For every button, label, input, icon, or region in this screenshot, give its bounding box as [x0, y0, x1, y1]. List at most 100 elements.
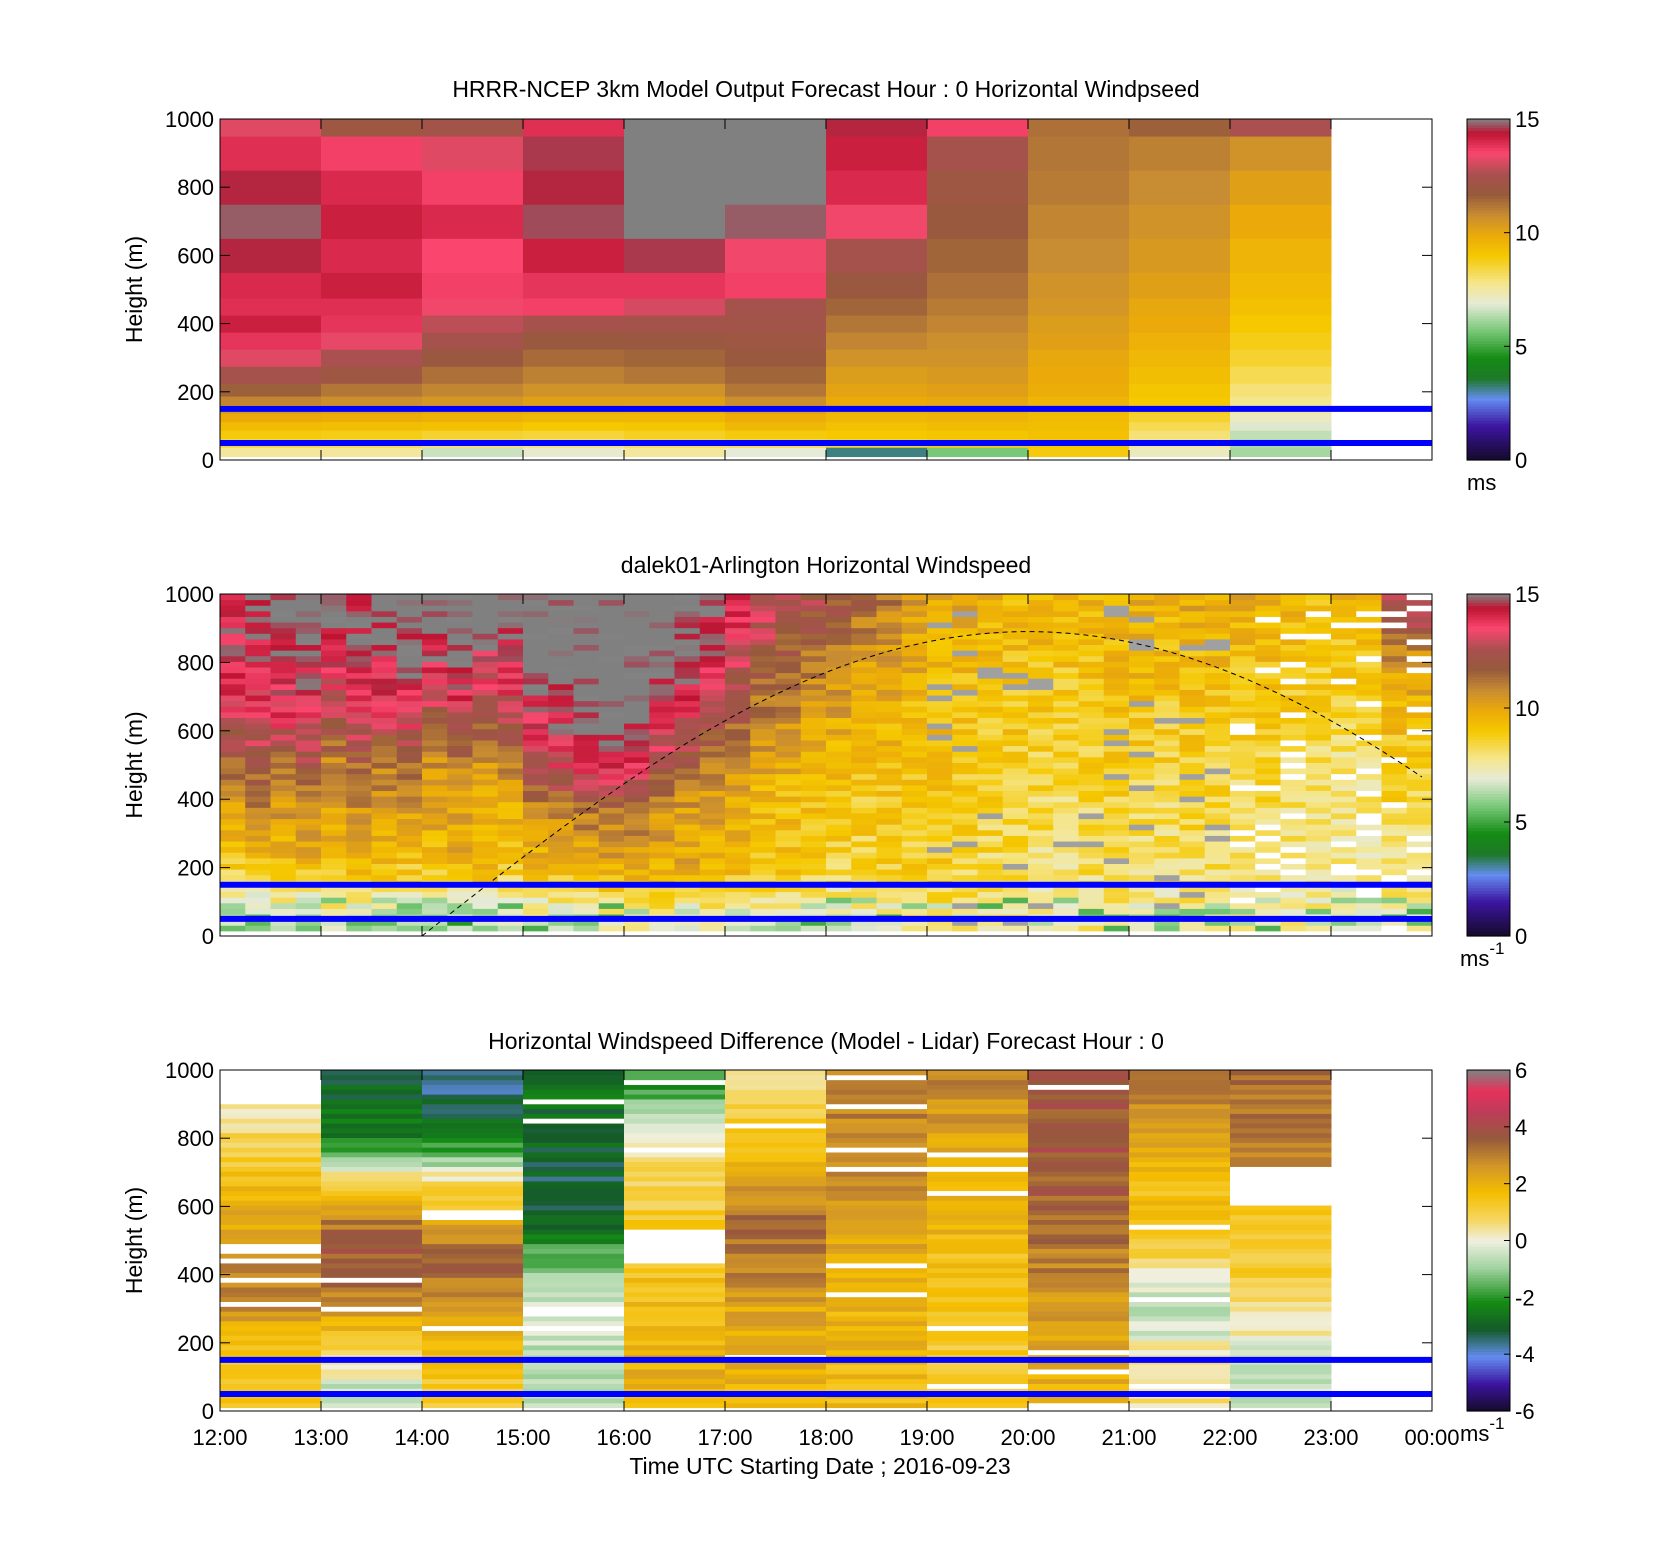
heat-cell — [1154, 846, 1180, 853]
colorbar-swatch — [1467, 448, 1510, 453]
colorbar-swatch — [1467, 1249, 1510, 1253]
heat-cell — [422, 1180, 524, 1187]
heat-cell — [1179, 700, 1206, 707]
heat-cell — [523, 885, 549, 893]
heat-cell — [800, 689, 827, 696]
colorbar-swatch — [1467, 645, 1510, 649]
heat-cell — [523, 902, 549, 909]
heat-cell — [422, 1248, 524, 1254]
heat-cell — [1406, 891, 1433, 898]
heat-cell — [1230, 751, 1256, 758]
heat-cell — [1406, 717, 1433, 724]
heat-cell — [927, 666, 953, 674]
heat-cell — [1381, 874, 1408, 881]
colorbar-swatch — [1467, 742, 1510, 746]
heat-cell — [826, 1219, 928, 1225]
heat-cell — [624, 1402, 726, 1409]
heat-cell — [523, 1123, 625, 1129]
heat-cell — [220, 1214, 322, 1221]
heat-cell — [1028, 790, 1054, 797]
heat-cell — [1204, 728, 1231, 735]
heat-cell — [1230, 1070, 1332, 1076]
heat-cell — [270, 874, 297, 881]
heat-cell — [624, 1176, 726, 1182]
heat-cell — [497, 784, 524, 792]
heat-cell — [1028, 756, 1054, 763]
heat-cell — [321, 650, 347, 657]
heat-cell — [901, 666, 928, 674]
heat-cell — [927, 1084, 1029, 1090]
heat-cell — [1028, 633, 1054, 640]
heat-cell — [725, 689, 751, 696]
heat-cell — [649, 874, 675, 881]
heat-cell — [1028, 1084, 1130, 1090]
heat-cell — [876, 885, 903, 893]
heat-cell — [598, 666, 625, 674]
heat-cell — [371, 891, 398, 898]
heat-cell — [321, 1243, 423, 1249]
heat-cell — [1154, 627, 1180, 634]
heat-cell — [1356, 762, 1382, 769]
heat-cell — [1255, 779, 1281, 786]
heat-cell — [1053, 908, 1079, 915]
heat-cell — [472, 666, 499, 674]
heat-cell — [1028, 841, 1054, 848]
colorbar-swatch — [1467, 901, 1510, 906]
heat-cell — [321, 638, 347, 646]
heat-cell — [523, 1132, 625, 1139]
heat-cell — [1230, 1161, 1332, 1167]
heat-cell — [1028, 835, 1054, 842]
heat-cell — [1204, 790, 1231, 797]
heat-cell — [725, 1108, 827, 1114]
heat-cell — [523, 1147, 625, 1153]
heat-cell — [1129, 1070, 1231, 1076]
heat-cell — [220, 796, 246, 803]
heat-cell — [624, 666, 650, 674]
colorbar-swatch — [1467, 1396, 1510, 1401]
heat-cell — [422, 1373, 524, 1380]
heat-cell — [699, 734, 726, 741]
heat-cell — [1331, 622, 1357, 629]
heat-cell — [1078, 891, 1105, 898]
heat-cell — [1179, 711, 1206, 719]
heat-cell — [1381, 661, 1408, 668]
heat-cell — [699, 756, 726, 763]
heat-cell — [725, 1103, 827, 1110]
heat-cell — [826, 700, 852, 707]
heat-cell — [422, 1402, 524, 1409]
heat-cell — [1204, 622, 1231, 629]
heat-cell — [952, 846, 978, 853]
heat-cell — [1356, 824, 1382, 831]
heat-cell — [1028, 683, 1054, 690]
heat-cell — [750, 622, 776, 629]
heat-cell — [624, 908, 650, 915]
heat-cell — [977, 857, 1004, 864]
heat-cell — [927, 1238, 1029, 1245]
heat-cell — [1305, 908, 1332, 915]
heat-cell — [775, 622, 802, 629]
heat-cell — [220, 1258, 322, 1264]
heat-cell — [927, 717, 953, 724]
heat-cell — [1078, 829, 1105, 836]
colorbar-swatch — [1467, 727, 1510, 732]
heat-cell — [422, 1291, 524, 1298]
heat-cell — [725, 739, 751, 747]
heat-cell — [1179, 857, 1206, 864]
heat-cell — [1103, 790, 1130, 797]
colorbar-swatch — [1467, 289, 1510, 293]
heat-cell — [800, 666, 827, 674]
heat-cell — [220, 447, 322, 458]
heat-cell — [548, 908, 574, 915]
heat-cell — [1154, 616, 1180, 623]
heat-cell — [725, 1132, 827, 1139]
heat-cell — [901, 756, 928, 763]
heat-cell — [497, 908, 524, 915]
colorbar-swatch — [1467, 802, 1510, 806]
heat-cell — [321, 1383, 423, 1389]
heat-cell — [1103, 644, 1130, 651]
heat-cell — [649, 824, 675, 831]
heat-cell — [1103, 599, 1130, 606]
heat-cell — [927, 1335, 1029, 1341]
colorbar-swatch — [1467, 864, 1510, 869]
heat-cell — [624, 1224, 726, 1230]
